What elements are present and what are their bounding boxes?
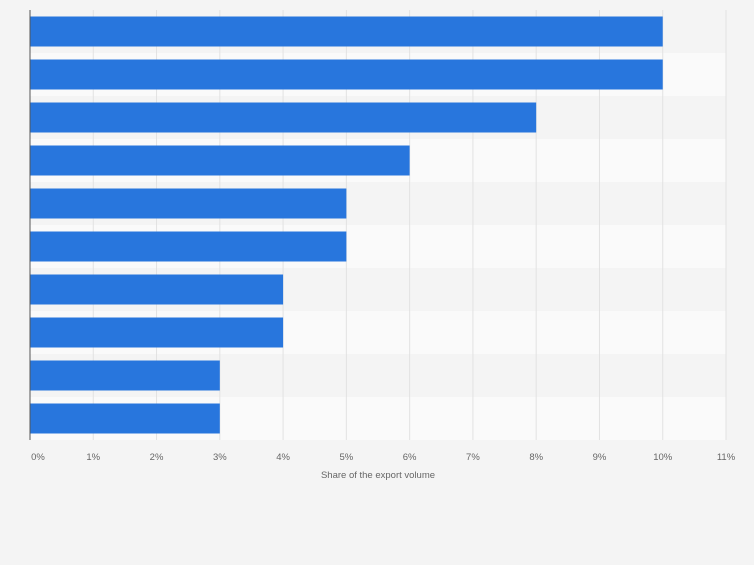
bar[interactable]: [30, 360, 220, 391]
x-tick-label: 9%: [593, 452, 607, 463]
x-tick-label: 1%: [86, 452, 100, 463]
x-tick-labels: 0% 1% 2% 3% 4% 5% 6% 7% 8% 9% 10% 11%: [31, 452, 736, 463]
x-tick-label: 0%: [31, 452, 45, 463]
x-tick-label: 2%: [150, 452, 164, 463]
x-axis-label: Share of the export volume: [321, 470, 435, 481]
bar[interactable]: [30, 145, 410, 176]
bars: [30, 16, 663, 434]
bar[interactable]: [30, 59, 663, 90]
x-tick-label: 7%: [466, 452, 480, 463]
bar[interactable]: [30, 102, 537, 133]
bar[interactable]: [30, 231, 347, 262]
x-tick-label: 11%: [717, 452, 736, 463]
bar[interactable]: [30, 274, 284, 305]
x-tick-label: 4%: [276, 452, 290, 463]
bar[interactable]: [30, 16, 663, 47]
bar[interactable]: [30, 188, 347, 219]
bar[interactable]: [30, 403, 220, 434]
x-tick-label: 5%: [339, 452, 353, 463]
x-tick-label: 6%: [403, 452, 417, 463]
x-tick-label: 10%: [653, 452, 673, 463]
x-tick-label: 3%: [213, 452, 227, 463]
x-tick-label: 8%: [529, 452, 543, 463]
bar[interactable]: [30, 317, 284, 348]
